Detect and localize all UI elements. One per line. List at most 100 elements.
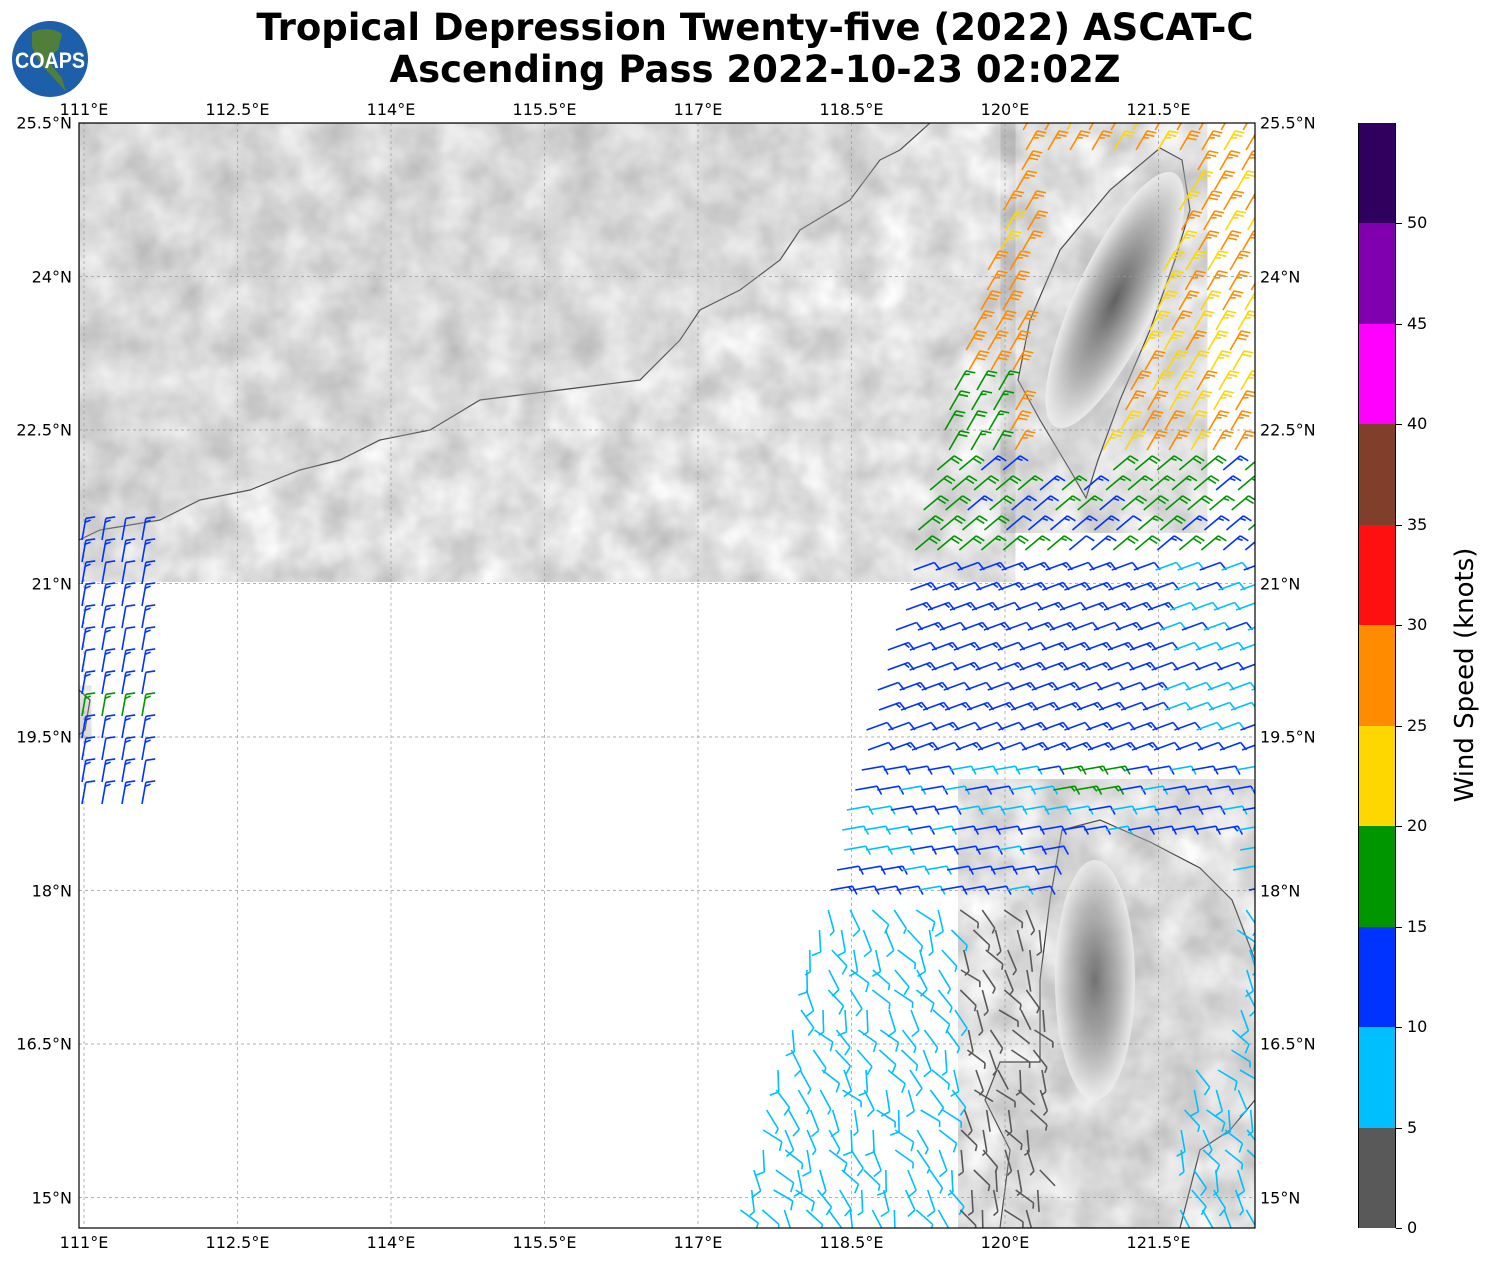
wind-barb (1042, 1009, 1046, 1032)
wind-barb (1011, 495, 1038, 511)
wind-barb (1134, 455, 1161, 471)
colorbar-tick: 20 (1407, 816, 1428, 836)
wind-barb (1200, 290, 1222, 311)
wind-barb (1193, 1169, 1208, 1197)
wind-barb (906, 929, 924, 952)
wind-barb (101, 692, 116, 717)
wind-barb (938, 1149, 948, 1178)
wind-barb (1134, 535, 1161, 551)
wind-barb (849, 1209, 854, 1228)
wind-barb (1010, 410, 1032, 431)
wind-barb (915, 1209, 934, 1228)
wind-barb (1002, 290, 1024, 311)
wind-barb (806, 1129, 817, 1156)
wind-barb (141, 714, 156, 739)
wind-barb (872, 1149, 882, 1178)
colorbar-bin (1359, 524, 1395, 626)
wind-barb (835, 1029, 851, 1056)
colorbar-tick: 50 (1407, 213, 1428, 233)
wind-barb (811, 929, 822, 957)
wind-barb (950, 929, 968, 952)
wind-barb (1004, 1129, 1023, 1151)
wind-barb (1027, 515, 1054, 531)
wind-barb (872, 969, 891, 991)
wind-barb (879, 1029, 900, 1052)
wind-barb (121, 714, 136, 739)
wind-barb (929, 475, 956, 491)
wind-barb (993, 390, 1015, 411)
wind-barb (959, 989, 977, 1012)
wind-barb (973, 475, 1000, 491)
wind-barb (81, 692, 96, 717)
lon-tick-bottom: 115.5°E (512, 1233, 577, 1252)
wind-barb (1130, 370, 1152, 391)
wind-barb (954, 370, 976, 391)
wind-barb (857, 1029, 878, 1053)
wind-barb (850, 969, 870, 993)
wind-barb (938, 1129, 958, 1153)
wind-barb (827, 989, 845, 1015)
wind-barb (761, 1209, 780, 1228)
wind-barb (1055, 495, 1082, 511)
wind-barb (101, 736, 116, 761)
title-line-2: Ascending Pass 2022-10-23 02:02Z (389, 48, 1121, 91)
lat-tick-left: 18°N (31, 881, 72, 900)
wind-barb (1036, 929, 1043, 957)
wind-barb (989, 495, 1016, 511)
wind-barb (1027, 210, 1049, 231)
wind-barb (1189, 1089, 1200, 1117)
wind-barb (862, 929, 873, 958)
wind-barb (1003, 909, 1024, 929)
wind-barb (970, 430, 992, 451)
wind-barb (797, 1089, 811, 1115)
wind-barb (1206, 270, 1228, 291)
wind-barb (1033, 495, 1060, 511)
wind-barb (1200, 535, 1227, 551)
wind-barb (1231, 495, 1255, 511)
wind-barb (1251, 687, 1255, 691)
wind-barb (1077, 495, 1104, 511)
colorbar-tick: 0 (1407, 1218, 1418, 1237)
wind-barb (1026, 1149, 1035, 1176)
wind-barb (1217, 1069, 1238, 1091)
wind-barb (1242, 123, 1249, 131)
wind-barb (932, 1009, 951, 1034)
wind-barb (1016, 929, 1024, 952)
wind-barb (1102, 430, 1124, 451)
wind-barb (1219, 150, 1241, 171)
wind-barb (976, 1009, 984, 1036)
wind-barb (81, 758, 96, 783)
wind-barb (1247, 215, 1255, 231)
wind-barb (1248, 888, 1255, 891)
wind-barb (1025, 130, 1047, 151)
wind-barb (101, 670, 116, 695)
wind-barb (1168, 430, 1190, 451)
wind-barb (1191, 1189, 1207, 1216)
colorbar-bin (1359, 323, 1395, 425)
wind-barb (1234, 430, 1255, 451)
wind-barb (1002, 455, 1029, 471)
wind-barb (850, 1149, 864, 1177)
wind-barb (837, 1009, 848, 1037)
wind-barb (1179, 130, 1201, 151)
wind-barb (1088, 123, 1095, 131)
lat-tick-right: 21°N (1260, 574, 1301, 593)
wind-barb (944, 410, 966, 431)
taiwan-mountains (1045, 171, 1185, 429)
lon-tick-bottom: 118.5°E (819, 1233, 884, 1252)
wind-barb (1042, 845, 1070, 855)
wind-barb (1003, 1209, 1024, 1228)
lon-tick-top: 115.5°E (512, 100, 577, 119)
wind-barb (141, 516, 156, 541)
wind-barb (81, 648, 96, 673)
wind-barb (909, 1069, 923, 1097)
wind-barb (827, 909, 835, 936)
colorbar-tick: 5 (1407, 1117, 1418, 1137)
wind-barb (951, 475, 978, 491)
wind-barb (1017, 310, 1039, 331)
wind-barb (1171, 310, 1193, 331)
wind-barb (1213, 390, 1235, 411)
colorbar-tick: 35 (1407, 514, 1428, 534)
wind-barb (1207, 250, 1229, 271)
wind-barb (929, 1169, 944, 1194)
